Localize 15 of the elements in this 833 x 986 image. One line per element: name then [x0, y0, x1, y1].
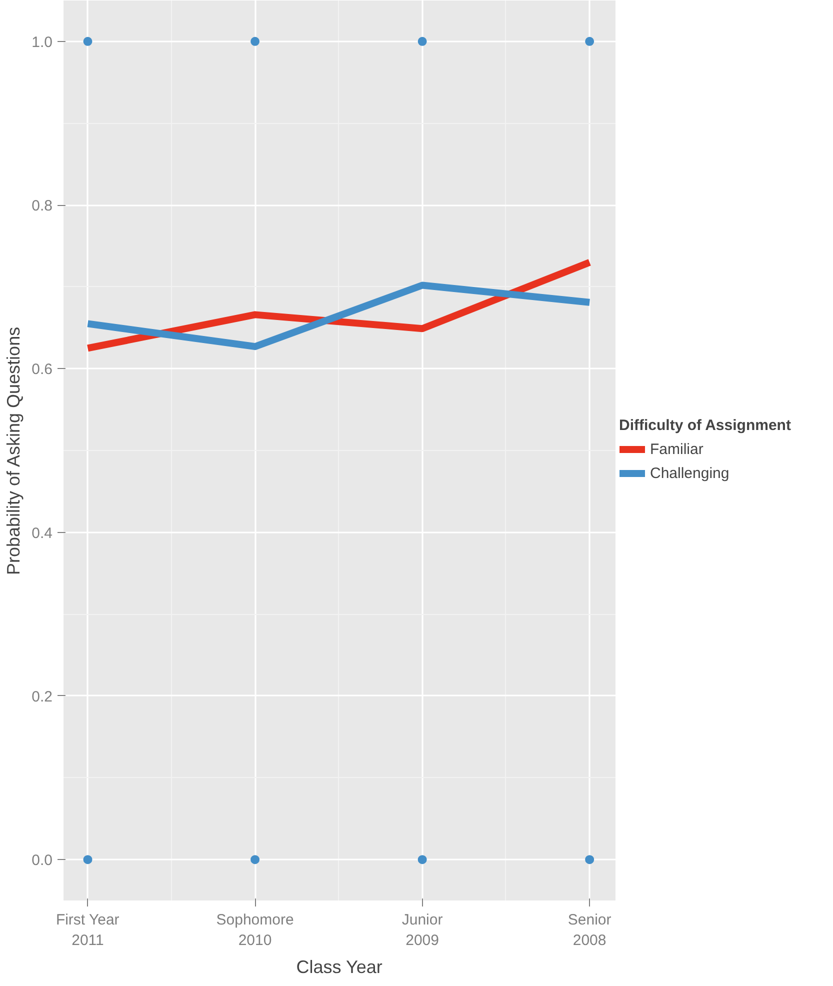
legend-label: Challenging	[650, 464, 730, 482]
y-tick-label: 1.0	[32, 34, 53, 51]
x-tick-label: Junior 2009	[402, 912, 443, 949]
y-tick-label: 0.2	[32, 688, 53, 706]
y-axis-title: Probability of Asking Questions	[4, 326, 24, 576]
y-tick-label: 0.8	[32, 198, 53, 215]
x-tick-label: First Year 2011	[56, 912, 120, 949]
x-tick-label: Senior 2008	[568, 912, 612, 949]
x-tick-label: Sophomore 2010	[216, 912, 294, 949]
x-axis-title: Class Year	[296, 956, 382, 977]
legend-label: Familiar	[650, 440, 704, 458]
y-tick-label: 0.4	[32, 524, 53, 542]
y-tick-label: 0.0	[32, 852, 53, 870]
y-tick-label: 0.6	[32, 361, 53, 378]
legend-title: Difficulty of Assignment	[619, 417, 791, 434]
